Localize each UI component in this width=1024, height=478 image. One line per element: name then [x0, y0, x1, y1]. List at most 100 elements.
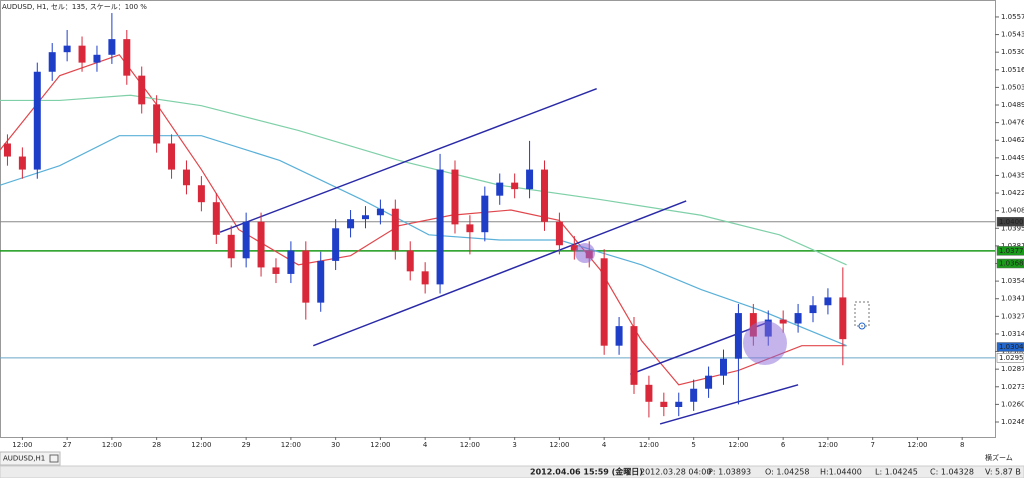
price-level-label: 1.03680	[999, 260, 1024, 268]
y-tick-label: 1.04355	[1001, 171, 1024, 179]
x-tick-label: 3	[512, 441, 516, 449]
moving-average	[0, 135, 847, 347]
x-tick-label: 12:00	[818, 441, 838, 449]
candle-body	[570, 245, 578, 251]
candle-body	[451, 169, 459, 225]
status-close: C: 1.04328	[930, 468, 974, 477]
y-tick-label: 1.04220	[1001, 189, 1024, 197]
candle-body	[287, 250, 295, 274]
price-level-box	[996, 342, 1024, 352]
y-tick-label: 1.03545	[1001, 277, 1024, 285]
x-tick-label: 30	[331, 441, 340, 449]
candle-body	[496, 182, 504, 196]
candle-body	[168, 143, 176, 170]
plot-frame	[0, 0, 996, 438]
candle-body	[227, 234, 235, 259]
y-tick-label: 1.04625	[1001, 136, 1024, 144]
x-tick-label: 12:00	[907, 441, 927, 449]
status-time: 2012.04.06 15:59 (金曜日)	[530, 467, 643, 477]
price-level-label: 1.02957	[999, 354, 1024, 362]
candle-body	[63, 45, 71, 53]
x-tick-label: 27	[63, 441, 72, 449]
moving-average	[0, 54, 847, 386]
tab-icon[interactable]	[49, 454, 59, 463]
candle-body	[93, 54, 101, 63]
x-tick-label: 29	[242, 441, 251, 449]
candle-body	[555, 221, 563, 246]
candle-body	[33, 71, 41, 170]
trend-line	[630, 321, 769, 376]
price-level-box	[996, 217, 1024, 227]
candle-body	[257, 221, 265, 268]
candle-body	[421, 271, 429, 285]
candle-body	[526, 169, 534, 190]
candle-body	[734, 313, 742, 359]
candle-body	[3, 143, 11, 157]
y-tick-label: 1.02870	[1001, 365, 1024, 373]
candle-body	[705, 375, 713, 389]
price-level-box	[996, 353, 1024, 363]
y-tick-label: 1.03140	[1001, 330, 1024, 338]
candle-body	[675, 401, 683, 407]
candle-body	[182, 169, 190, 186]
status-volume: V: 5.87 B	[985, 468, 1021, 477]
candle-body	[690, 388, 698, 402]
candle-body	[720, 358, 728, 376]
status-high: H:1.04400	[820, 468, 862, 477]
price-level-label: 1.03040	[999, 343, 1024, 351]
status-bar-time: 2012.03.28 04:00	[640, 468, 711, 477]
x-tick-label: 6	[781, 441, 786, 449]
candle-body	[511, 182, 519, 190]
y-tick-label: 1.03410	[1001, 295, 1024, 303]
x-tick-label: 12:00	[460, 441, 480, 449]
status-bar	[0, 465, 1024, 478]
candle-body	[809, 305, 817, 314]
tab[interactable]	[0, 451, 61, 466]
tab-label[interactable]: AUDUSD,H1	[3, 455, 45, 463]
candle-body	[78, 45, 86, 63]
price-level-box	[996, 246, 1024, 256]
price-level-label: 1.03777	[999, 247, 1024, 255]
x-tick-label: 7	[870, 441, 874, 449]
x-tick-label: 12:00	[102, 441, 122, 449]
y-tick-label: 1.03275	[1001, 312, 1024, 320]
status-price: P: 1.03893	[708, 468, 751, 477]
y-tick-label: 1.02465	[1001, 418, 1024, 426]
candle-body	[153, 104, 161, 144]
candle-body	[212, 202, 220, 235]
candle-body	[436, 169, 444, 285]
candle-body	[272, 267, 280, 274]
x-tick-label: 28	[152, 441, 161, 449]
candle-body	[794, 313, 802, 324]
candle-body	[347, 219, 355, 229]
y-tick-label: 1.05030	[1001, 83, 1024, 91]
candle-body	[839, 297, 847, 340]
candle-body	[391, 208, 399, 251]
x-tick-label: 12:00	[281, 441, 301, 449]
y-tick-label: 1.05165	[1001, 66, 1024, 74]
candle-body	[779, 319, 787, 324]
candle-body	[108, 39, 116, 55]
chart-info: AUDUSD, H1, セル：135, スケール：100 %	[2, 3, 147, 11]
object-handle	[858, 322, 866, 330]
y-tick-label: 1.04085	[1001, 207, 1024, 215]
candle-body	[138, 75, 146, 105]
x-tick-label: 12:00	[639, 441, 659, 449]
y-tick-label: 1.04490	[1001, 154, 1024, 162]
x-tick-label: 12:00	[370, 441, 390, 449]
candle-body	[481, 195, 489, 233]
zoom-label[interactable]: 横ズーム	[985, 453, 1013, 462]
x-tick-label: 12:00	[191, 441, 211, 449]
x-tick-label: 4	[602, 441, 607, 449]
trend-line	[659, 384, 799, 425]
y-tick-label: 1.02600	[1001, 400, 1024, 408]
moving-average	[0, 94, 847, 266]
candle-body	[466, 224, 474, 233]
candle-body	[824, 297, 832, 306]
candle-body	[302, 250, 310, 303]
y-tick-label: 1.02735	[1001, 383, 1024, 391]
x-tick-label: 8	[960, 441, 964, 449]
candle-body	[361, 215, 369, 220]
